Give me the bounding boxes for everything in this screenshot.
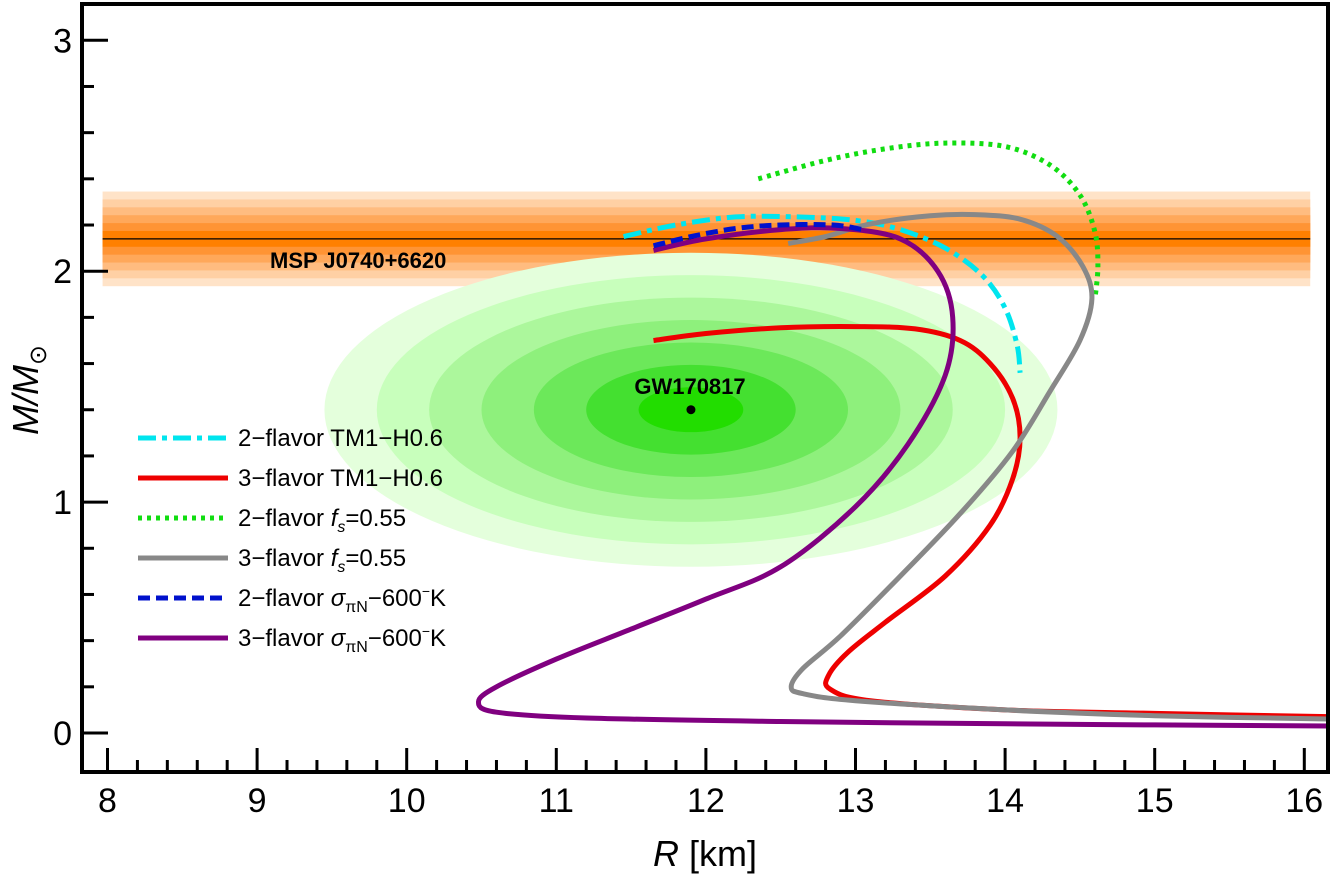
series-line-4 — [652, 222, 864, 249]
curves — [476, 140, 1328, 729]
series-line-5 — [476, 225, 1328, 729]
x-tick-label: 10 — [388, 782, 426, 820]
band-label: MSP J0740+6620 — [270, 248, 446, 273]
legend: 2−flavor TM1−H0.6 3−flavor TM1−H0.6 2−flav… — [138, 425, 446, 656]
y-tick-label: 0 — [53, 715, 72, 753]
annotations: MSP J0740+6620 GW170817 — [270, 248, 746, 399]
legend-label-4: 2−flavor σπN−600−K — [238, 583, 446, 616]
y-tick-label: 3 — [53, 22, 72, 60]
legend-label-1: 3−flavor TM1−H0.6 — [238, 465, 443, 492]
x-tick-label: 12 — [687, 782, 725, 820]
x-tick-label: 15 — [1136, 782, 1174, 820]
x-tick-label: 8 — [98, 782, 117, 820]
legend-label-2: 2−flavor fs=0.55 — [238, 505, 406, 536]
series-line-2 — [757, 140, 1101, 300]
series-line-3 — [787, 211, 1328, 722]
x-tick-label: 9 — [248, 782, 267, 820]
x-tick-label: 13 — [837, 782, 875, 820]
x-axis-label: R [km] — [653, 833, 757, 874]
x-tick-label: 11 — [539, 782, 574, 820]
legend-label-5: 3−flavor σπN−600−K — [238, 623, 446, 656]
y-axis-label: M/M⊙ — [5, 345, 52, 435]
x-tick-label: 16 — [1285, 782, 1323, 820]
legend-label-3: 3−flavor fs=0.55 — [238, 545, 406, 576]
legend-label-0: 2−flavor TM1−H0.6 — [238, 425, 443, 452]
y-tick-label: 2 — [53, 253, 72, 291]
x-tick-label: 14 — [986, 782, 1024, 820]
series-line-0 — [623, 213, 1023, 374]
y-tick-label: 1 — [53, 484, 72, 522]
gw-point — [686, 405, 696, 415]
gw-ellipses — [324, 252, 1058, 567]
gw-label: GW170817 — [634, 374, 745, 399]
